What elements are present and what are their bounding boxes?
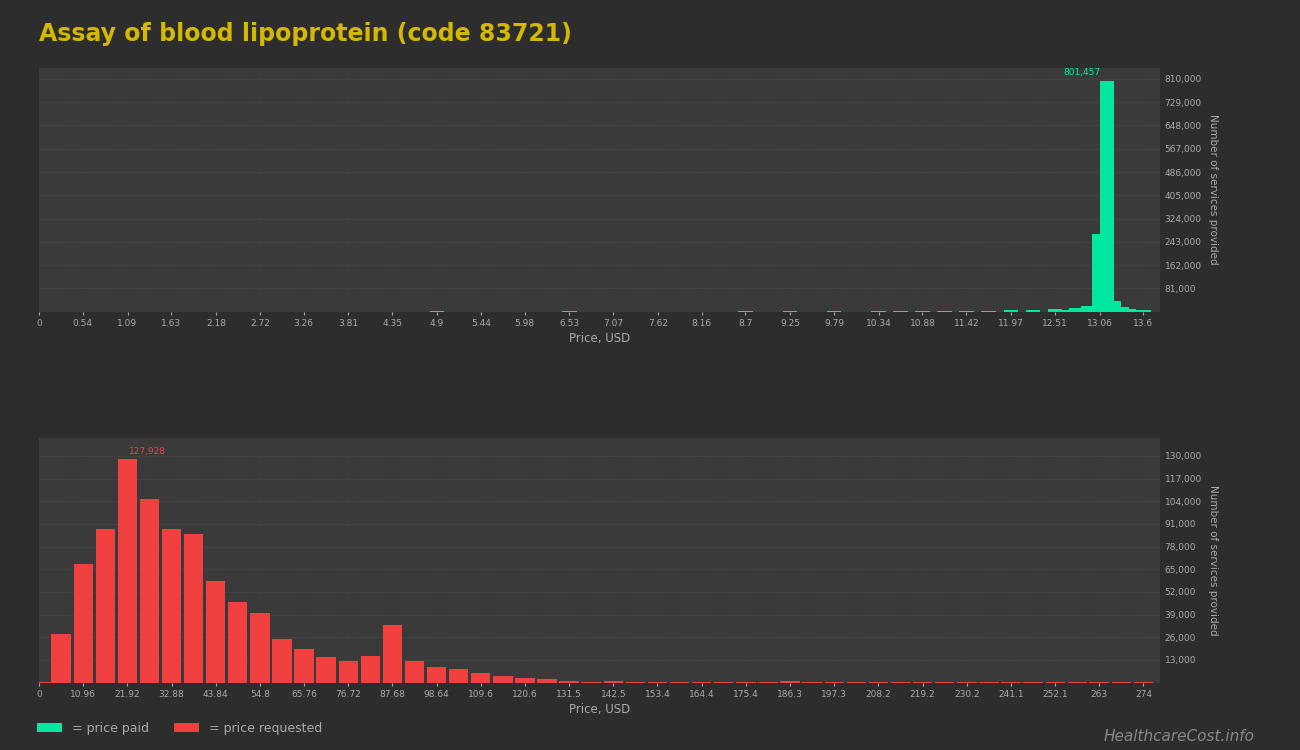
Bar [780, 681, 800, 682]
Bar [74, 564, 92, 682]
Bar [516, 677, 534, 682]
Bar [959, 310, 974, 311]
Text: HealthcareCost.info: HealthcareCost.info [1104, 729, 1254, 744]
Bar [537, 679, 556, 682]
Bar [250, 613, 269, 682]
Y-axis label: Number of services provided: Number of services provided [1209, 114, 1218, 265]
Bar [1080, 306, 1096, 311]
Bar [426, 667, 446, 682]
Bar [493, 676, 512, 682]
Bar [1004, 310, 1018, 311]
Bar [205, 581, 225, 682]
Bar [140, 500, 159, 682]
Bar [52, 634, 70, 682]
Bar [316, 657, 335, 682]
Bar [1048, 309, 1062, 311]
Bar [1100, 82, 1114, 311]
X-axis label: Price, USD: Price, USD [568, 332, 630, 345]
Bar [1114, 308, 1128, 311]
Bar [559, 681, 578, 682]
X-axis label: Price, USD: Price, USD [568, 704, 630, 716]
Bar [227, 602, 247, 682]
Bar [360, 656, 380, 682]
Bar [118, 460, 136, 682]
Bar [448, 670, 468, 682]
Bar [1026, 310, 1040, 311]
Bar [272, 639, 291, 682]
Bar [404, 661, 424, 682]
Bar [471, 673, 490, 682]
Bar [382, 625, 402, 682]
Bar [1070, 308, 1084, 311]
Bar [1122, 309, 1136, 311]
Bar [96, 529, 114, 682]
Bar [294, 650, 313, 682]
Bar [185, 534, 203, 682]
Legend: = price paid, = price requested: = price paid, = price requested [32, 717, 328, 740]
Bar [1136, 310, 1150, 311]
Y-axis label: Number of services provided: Number of services provided [1209, 485, 1218, 636]
Bar [1092, 234, 1106, 311]
Text: 127,928: 127,928 [130, 447, 166, 456]
Bar [338, 661, 358, 682]
Text: 801,457: 801,457 [1063, 68, 1100, 77]
Text: Assay of blood lipoprotein (code 83721): Assay of blood lipoprotein (code 83721) [39, 22, 572, 46]
Bar [162, 529, 181, 682]
Bar [1106, 302, 1122, 311]
Bar [1060, 310, 1074, 311]
